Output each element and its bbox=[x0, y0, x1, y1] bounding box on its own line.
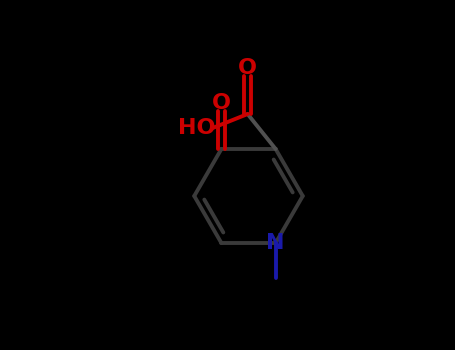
Text: O: O bbox=[238, 58, 257, 78]
Text: O: O bbox=[212, 93, 231, 113]
Text: N: N bbox=[266, 233, 285, 253]
Text: HO: HO bbox=[178, 118, 216, 138]
